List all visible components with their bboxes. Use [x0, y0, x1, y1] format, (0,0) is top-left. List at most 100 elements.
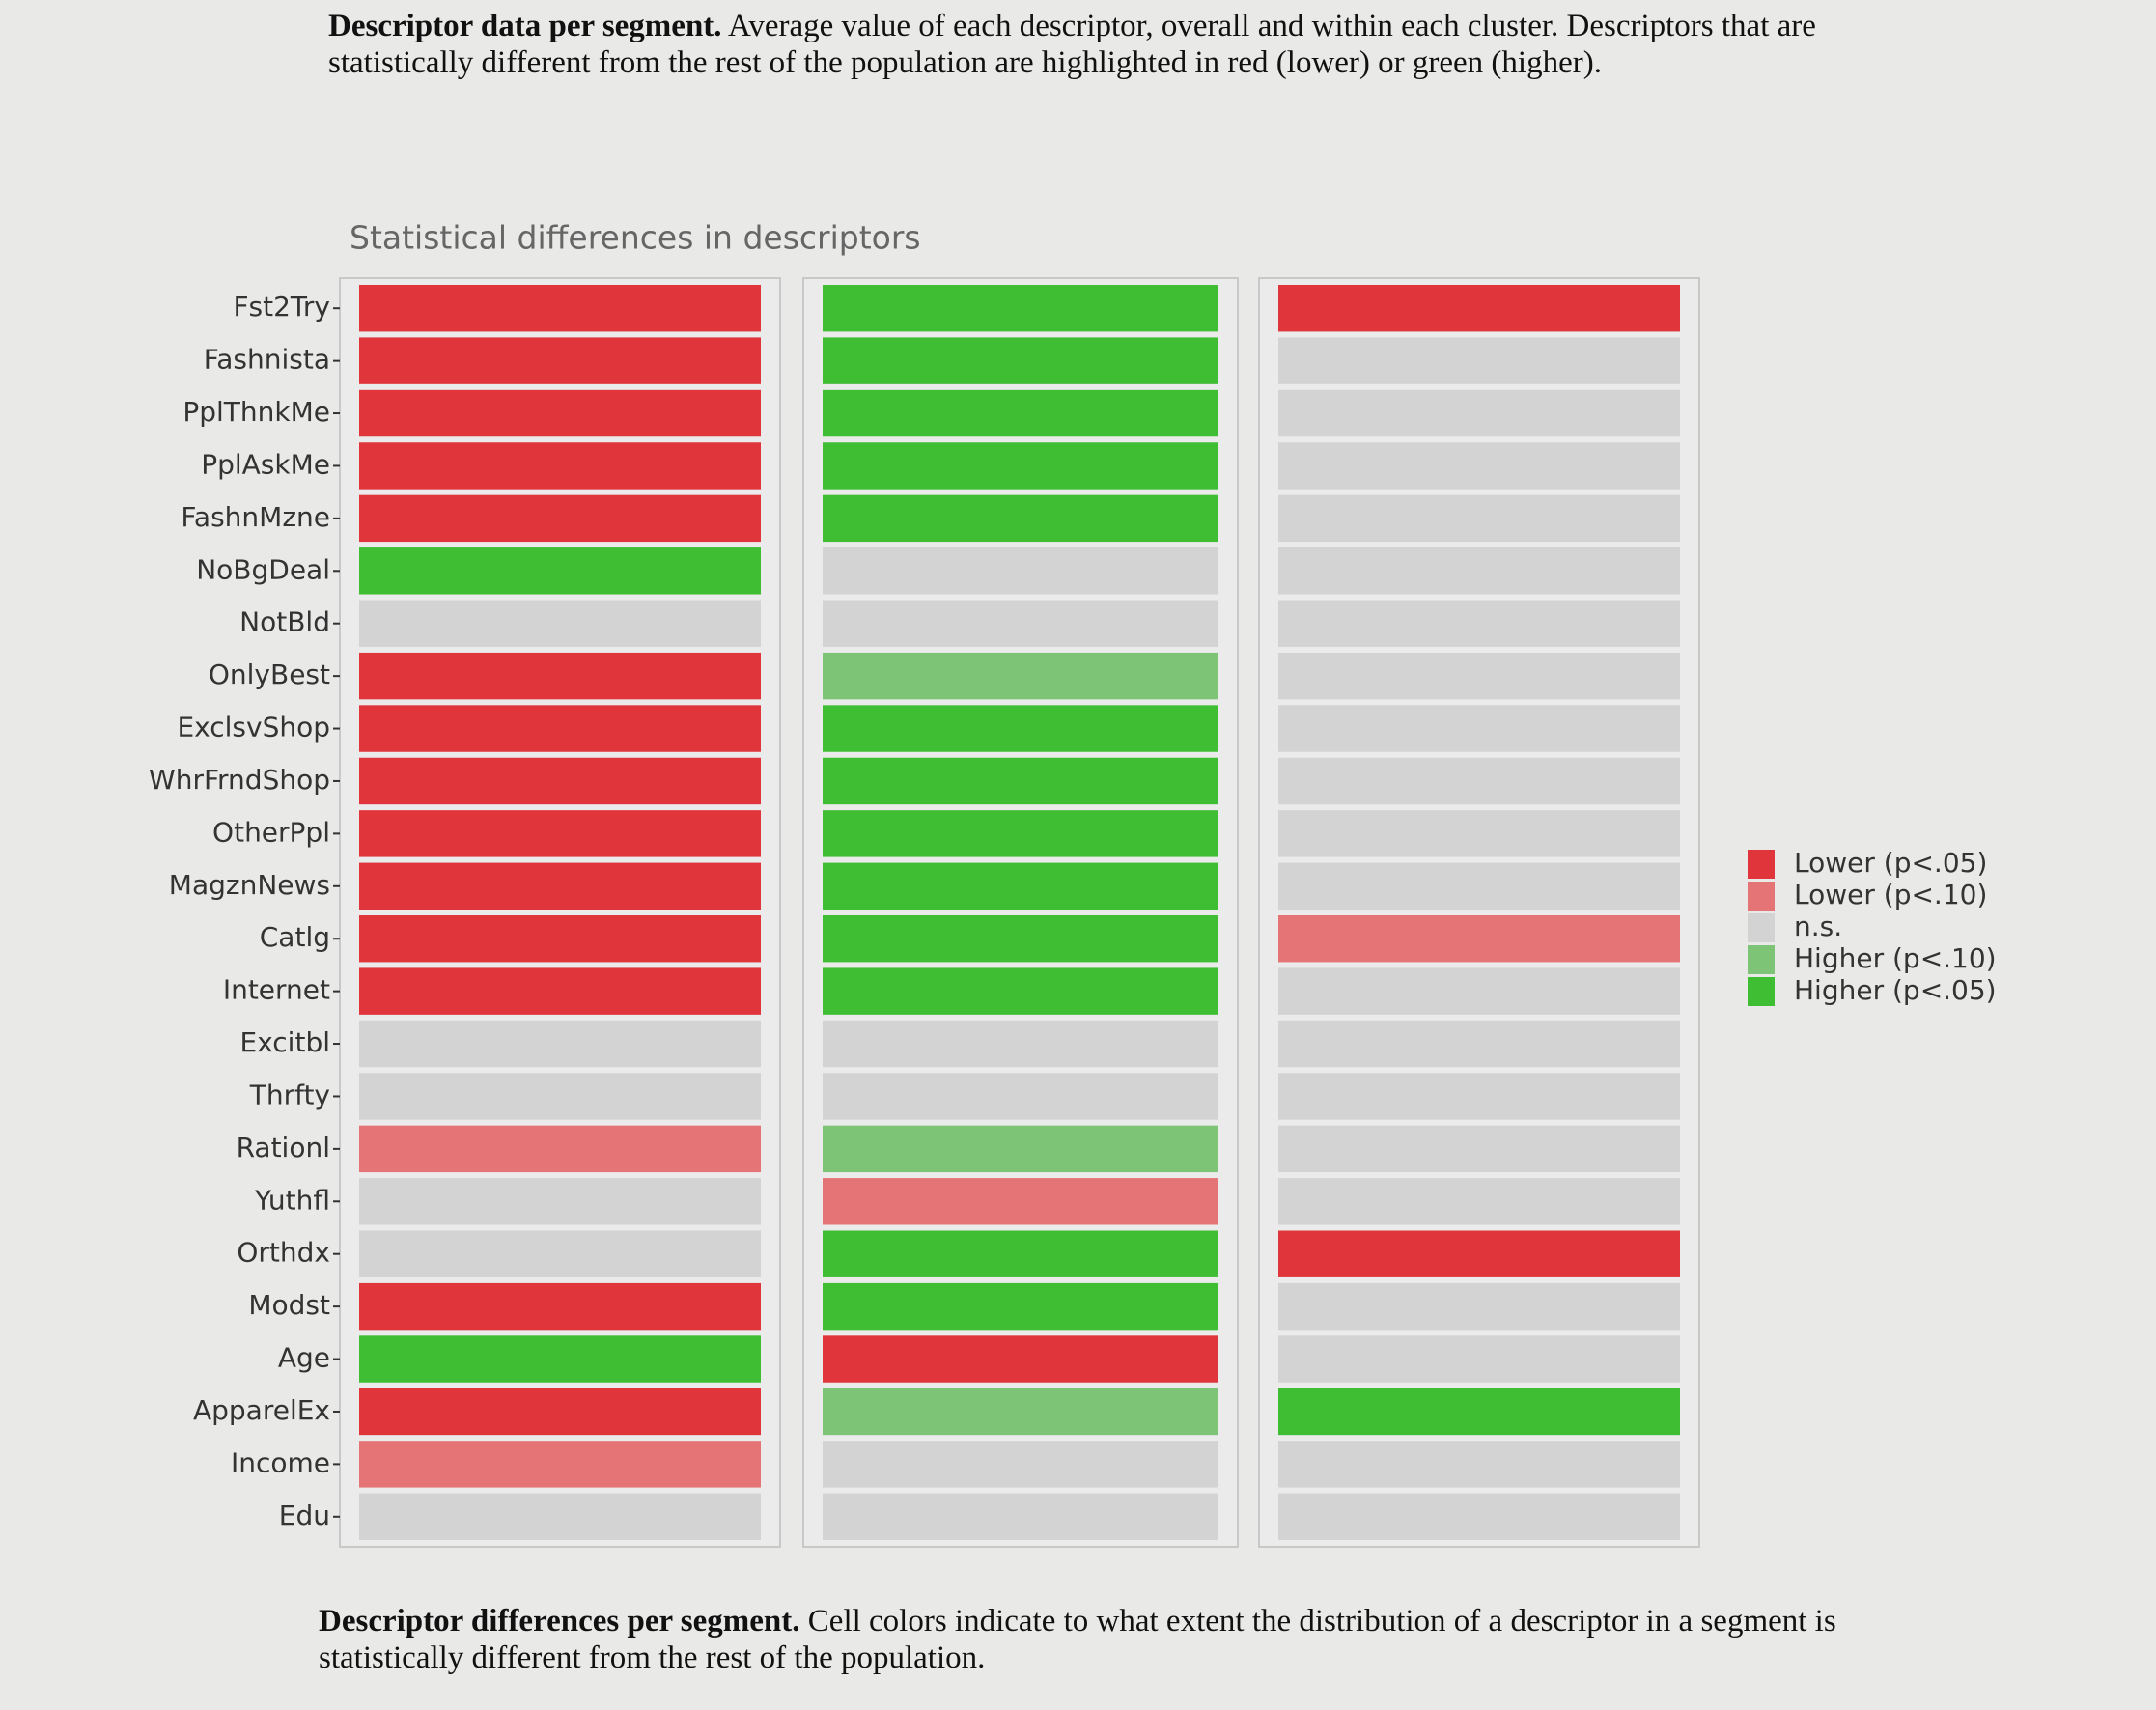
cell: [359, 337, 761, 384]
cell: [359, 862, 761, 910]
cell: [823, 652, 1218, 700]
cell: [359, 494, 761, 543]
cell: [1278, 442, 1680, 490]
cell: [359, 1493, 761, 1540]
cell: [1278, 1441, 1680, 1488]
legend-label: Higher (p<.10): [1794, 942, 1997, 974]
cell: [823, 1388, 1218, 1436]
cell: [359, 810, 761, 857]
cell: [359, 967, 761, 1015]
caption-lead: Descriptor differences per segment.: [319, 1604, 800, 1639]
cell: [1278, 600, 1680, 647]
row-label: Rationl: [237, 1132, 330, 1163]
cell: [359, 442, 761, 490]
row-label: Modst: [248, 1289, 330, 1321]
cell: [1278, 1493, 1680, 1540]
cell: [359, 1178, 761, 1225]
cell: [823, 1020, 1218, 1068]
row-label: Yuthfl: [254, 1184, 330, 1216]
row-label: MagznNews: [169, 869, 330, 901]
cell: [823, 442, 1218, 490]
cell: [823, 1493, 1218, 1540]
row-label: WhrFrndShop: [149, 764, 330, 796]
row-label: ExclsvShop: [177, 712, 330, 743]
cell: [359, 389, 761, 437]
cell: [823, 1335, 1218, 1383]
cell: [1278, 862, 1680, 910]
row-label: Age: [278, 1342, 330, 1374]
cell: [823, 285, 1218, 332]
cell: [823, 810, 1218, 857]
cell: [359, 915, 761, 963]
cell: [1278, 1335, 1680, 1383]
row-label: Orthdx: [237, 1237, 330, 1269]
cell: [359, 1073, 761, 1120]
legend-label: Higher (p<.05): [1794, 974, 1997, 1006]
cell: [823, 1125, 1218, 1173]
caption-lead: Descriptor data per segment.: [328, 9, 722, 43]
chart-title: Statistical differences in descriptors: [350, 219, 921, 257]
cell: [359, 1230, 761, 1277]
top-caption: Descriptor data per segment. Average val…: [328, 8, 1854, 81]
legend-swatch: [1748, 850, 1775, 879]
cell: [823, 1178, 1218, 1225]
cell: [359, 1020, 761, 1068]
cell: [359, 1282, 761, 1331]
cell: [823, 1073, 1218, 1120]
row-label: NotBld: [239, 606, 330, 638]
caption-text: Cell colors indicate to what extent the …: [319, 1604, 1836, 1675]
row-label: Thrfty: [249, 1079, 330, 1110]
cell: [823, 1230, 1218, 1277]
cell: [823, 862, 1218, 910]
cell: [823, 705, 1218, 752]
row-label: OnlyBest: [209, 659, 330, 690]
cell: [1278, 1282, 1680, 1331]
cell: [823, 337, 1218, 384]
cell: [1278, 285, 1680, 332]
cell: [1278, 1125, 1680, 1173]
row-label: Excitbl: [240, 1026, 330, 1058]
cell: [359, 547, 761, 595]
cell: [823, 757, 1218, 805]
cell: [1278, 494, 1680, 543]
cell: [359, 1125, 761, 1173]
cell: [359, 285, 761, 332]
row-label: NoBgDeal: [196, 553, 330, 585]
cell: [823, 600, 1218, 647]
chart: Statistical differences in descriptors F…: [149, 219, 1997, 1548]
cell: [359, 1388, 761, 1436]
cell: [823, 915, 1218, 963]
cell: [1278, 1178, 1680, 1225]
cell: [359, 705, 761, 752]
cell: [359, 1335, 761, 1383]
row-label: Internet: [223, 974, 330, 1006]
cell: [823, 389, 1218, 437]
legend-swatch: [1748, 882, 1775, 911]
row-label: PplAskMe: [201, 448, 330, 480]
cell: [1278, 1020, 1680, 1068]
panel: [339, 277, 781, 1548]
cell: [359, 757, 761, 805]
cell: [823, 1282, 1218, 1331]
cell: [359, 1441, 761, 1488]
cell: [1278, 389, 1680, 437]
cell: [823, 1441, 1218, 1488]
cell: [1278, 915, 1680, 963]
row-label: PplThnkMe: [182, 396, 330, 428]
row-label: Catlg: [260, 921, 330, 953]
row-label: Edu: [279, 1500, 330, 1531]
legend-swatch: [1748, 913, 1775, 942]
cell: [1278, 1230, 1680, 1277]
legend-label: Lower (p<.10): [1794, 879, 1987, 911]
panel: [802, 277, 1239, 1548]
cell: [1278, 652, 1680, 700]
cell: [823, 547, 1218, 595]
cell: [359, 600, 761, 647]
cell: [1278, 967, 1680, 1015]
caption-text: Average value of each descriptor, overal…: [328, 9, 1816, 80]
cell: [823, 967, 1218, 1015]
panel: [1258, 277, 1700, 1548]
cell: [1278, 1073, 1680, 1120]
row-label: Fst2Try: [233, 291, 330, 322]
